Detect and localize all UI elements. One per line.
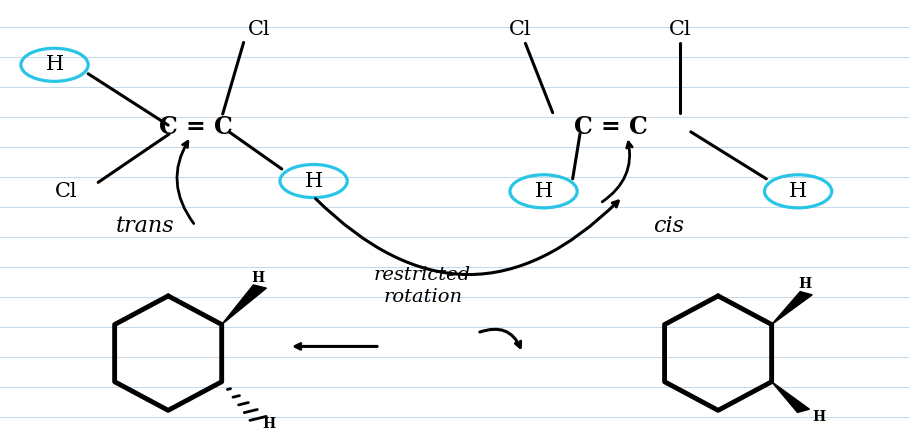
Text: H: H [798,277,811,291]
Text: rotation: rotation [384,288,462,306]
Text: H: H [534,182,553,201]
Polygon shape [772,291,812,325]
Text: Cl: Cl [669,20,691,38]
Text: H: H [252,271,265,286]
Text: H: H [813,410,825,425]
Text: C = C: C = C [574,115,648,139]
Text: Cl: Cl [55,182,77,201]
Text: H: H [789,182,807,201]
Text: Cl: Cl [248,20,270,38]
Text: H: H [45,55,64,74]
Text: H: H [263,417,275,431]
Text: C = C: C = C [158,115,233,139]
Polygon shape [772,382,809,413]
Text: restricted: restricted [375,266,471,284]
Text: Cl: Cl [509,20,531,38]
Text: cis: cis [653,215,684,237]
Text: H: H [305,172,323,190]
Text: trans: trans [116,215,175,237]
Polygon shape [222,285,266,325]
